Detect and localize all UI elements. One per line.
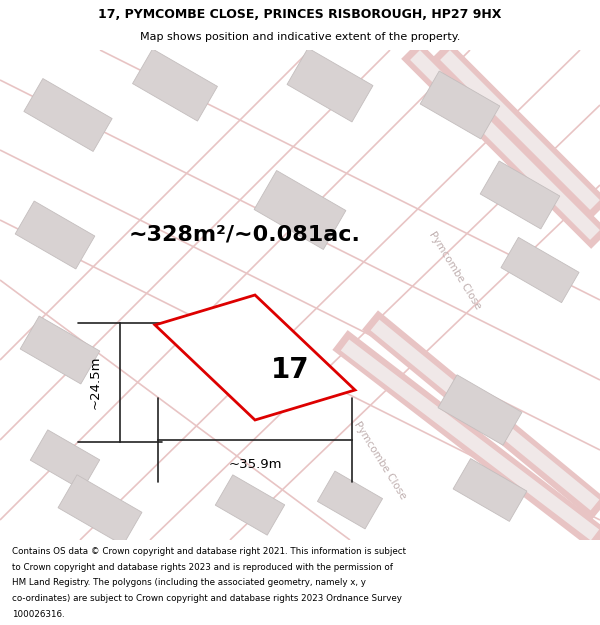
- Text: ~35.9m: ~35.9m: [228, 458, 282, 471]
- Text: HM Land Registry. The polygons (including the associated geometry, namely x, y: HM Land Registry. The polygons (includin…: [12, 578, 366, 587]
- Polygon shape: [155, 295, 355, 420]
- Text: 17: 17: [271, 356, 310, 384]
- Text: 17, PYMCOMBE CLOSE, PRINCES RISBOROUGH, HP27 9HX: 17, PYMCOMBE CLOSE, PRINCES RISBOROUGH, …: [98, 8, 502, 21]
- Polygon shape: [438, 375, 522, 445]
- Polygon shape: [453, 459, 527, 521]
- Text: Contains OS data © Crown copyright and database right 2021. This information is : Contains OS data © Crown copyright and d…: [12, 547, 406, 556]
- Text: 100026316.: 100026316.: [12, 610, 65, 619]
- Polygon shape: [287, 48, 373, 122]
- Polygon shape: [420, 71, 500, 139]
- Text: ~24.5m: ~24.5m: [89, 356, 102, 409]
- Polygon shape: [20, 316, 100, 384]
- Polygon shape: [317, 471, 383, 529]
- Polygon shape: [480, 161, 560, 229]
- Polygon shape: [30, 430, 100, 490]
- Polygon shape: [215, 475, 285, 535]
- Polygon shape: [133, 49, 217, 121]
- Text: co-ordinates) are subject to Crown copyright and database rights 2023 Ordnance S: co-ordinates) are subject to Crown copyr…: [12, 594, 402, 603]
- Text: Pymcombe Close: Pymcombe Close: [427, 229, 483, 311]
- Polygon shape: [501, 238, 579, 302]
- Polygon shape: [254, 171, 346, 249]
- Text: Map shows position and indicative extent of the property.: Map shows position and indicative extent…: [140, 32, 460, 43]
- Polygon shape: [24, 79, 112, 151]
- Polygon shape: [58, 475, 142, 545]
- Text: ~328m²/~0.081ac.: ~328m²/~0.081ac.: [129, 225, 361, 245]
- Text: to Crown copyright and database rights 2023 and is reproduced with the permissio: to Crown copyright and database rights 2…: [12, 562, 393, 571]
- Text: Pymcombe Close: Pymcombe Close: [352, 419, 408, 501]
- Polygon shape: [15, 201, 95, 269]
